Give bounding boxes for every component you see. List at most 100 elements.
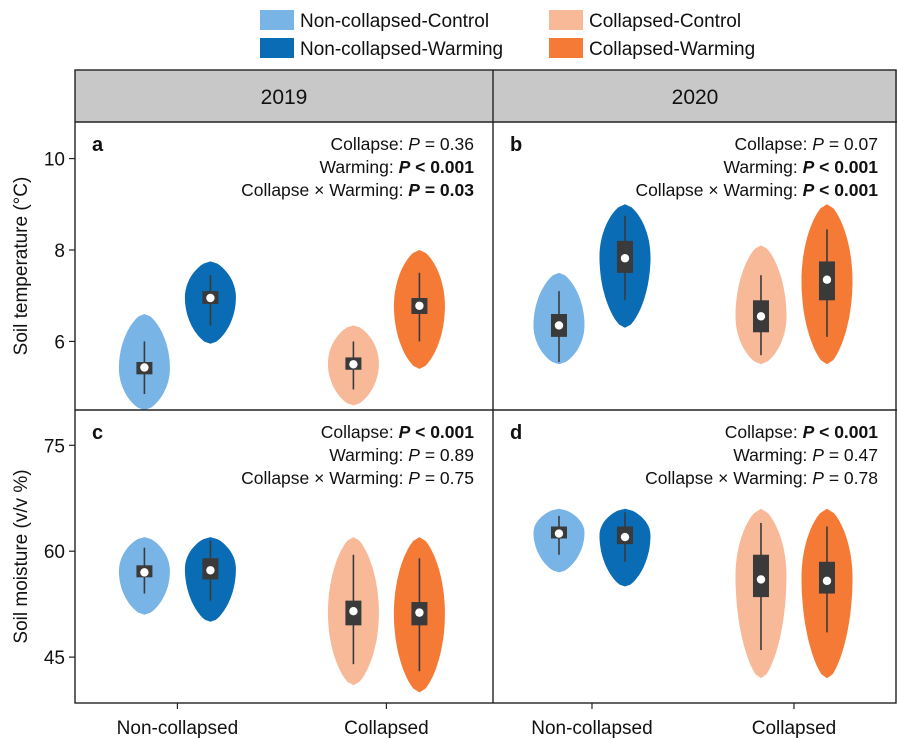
- stat-line: Collapse × Warming: P = 0.75: [241, 468, 474, 488]
- plot-frame: [74, 69, 897, 704]
- year-header-strip: 2019 2020: [75, 70, 897, 122]
- stat-factor: Warming:: [733, 445, 812, 465]
- stat-factor: Collapse × Warming:: [645, 468, 812, 488]
- stat-p-symbol: P: [803, 422, 815, 442]
- stat-value: < 0.001: [410, 157, 474, 177]
- x-tick-label: Collapsed: [752, 718, 837, 739]
- median-dot: [554, 529, 564, 538]
- stat-p-symbol: P: [812, 445, 824, 465]
- stat-p-symbol: P: [408, 445, 420, 465]
- median-dot: [415, 608, 424, 617]
- median-dot: [415, 301, 424, 310]
- stat-value: < 0.001: [814, 157, 878, 177]
- stat-line: Warming: P = 0.89: [329, 445, 474, 465]
- axes: 6 8 10 Soil temperature (°C) 45 60 75 Soil mois…: [11, 150, 836, 739]
- stat-line: Collapse: P < 0.001: [321, 422, 475, 442]
- stat-value: = 0.07: [824, 134, 878, 154]
- outer-border: [74, 69, 897, 704]
- median-dot: [349, 360, 358, 369]
- stat-value: = 0.75: [420, 468, 474, 488]
- y-tick-label: 6: [54, 332, 65, 353]
- stat-line: Collapse × Warming: P < 0.001: [635, 180, 878, 200]
- panel-letter: a: [92, 134, 104, 156]
- y-tick-label: 10: [44, 150, 65, 171]
- stat-p-symbol: P: [803, 180, 815, 200]
- stat-line: Collapse: P = 0.07: [734, 134, 878, 154]
- stat-p-symbol: P: [408, 180, 420, 200]
- stat-line: Collapse × Warming: P = 0.78: [645, 468, 878, 488]
- legend-swatch: [549, 38, 583, 58]
- legend-swatch: [260, 38, 294, 58]
- y-axis-label: Soil temperature (°C): [11, 177, 32, 356]
- stat-value: = 0.36: [420, 134, 474, 154]
- stat-line: Warming: P = 0.47: [733, 445, 878, 465]
- strip-background: [75, 70, 897, 122]
- y-tick-label: 45: [44, 648, 65, 669]
- stat-value: = 0.89: [420, 445, 474, 465]
- y-tick-label: 60: [44, 542, 65, 563]
- stat-line: Warming: P < 0.001: [319, 157, 474, 177]
- median-dot: [140, 363, 149, 372]
- stat-factor: Warming:: [723, 157, 802, 177]
- median-dot: [206, 566, 215, 575]
- stat-line: Warming: P < 0.001: [723, 157, 878, 177]
- x-tick-label: Non-collapsed: [531, 718, 652, 739]
- legend-swatch: [549, 10, 583, 30]
- stat-factor: Collapse:: [330, 134, 408, 154]
- stat-factor: Warming:: [329, 445, 408, 465]
- stat-value: = 0.47: [824, 445, 878, 465]
- median-dot: [349, 607, 358, 616]
- stat-p-symbol: P: [408, 134, 420, 154]
- median-dot: [140, 568, 149, 577]
- stat-line: Collapse: P = 0.36: [330, 134, 474, 154]
- stat-p-symbol: P: [399, 157, 411, 177]
- median-dot: [756, 575, 766, 584]
- stat-value: < 0.001: [814, 180, 878, 200]
- stat-factor: Collapse:: [321, 422, 399, 442]
- stat-p-symbol: P: [399, 422, 411, 442]
- panel-letter: c: [92, 422, 103, 444]
- median-dot: [620, 532, 630, 542]
- stat-value: = 0.78: [824, 468, 878, 488]
- stat-line: Collapse × Warming: P = 0.03: [241, 180, 474, 200]
- median-dot: [554, 321, 564, 330]
- stat-p-symbol: P: [803, 157, 815, 177]
- median-dot: [206, 293, 215, 303]
- stat-factor: Collapse:: [734, 134, 812, 154]
- legend-swatch: [260, 10, 294, 30]
- stat-p-symbol: P: [408, 468, 420, 488]
- median-dot: [620, 254, 630, 263]
- panel-letter: d: [510, 422, 522, 444]
- y-tick-label: 8: [54, 241, 65, 262]
- x-tick-label: Non-collapsed: [117, 718, 238, 739]
- median-dot: [822, 275, 832, 284]
- legend-label: Non-collapsed-Warming: [300, 39, 503, 60]
- legend: Non-collapsed-Control Non-collapsed-Warmi…: [260, 10, 755, 60]
- median-dot: [822, 576, 832, 586]
- legend-label: Non-collapsed-Control: [300, 11, 489, 32]
- stat-p-symbol: P: [812, 468, 824, 488]
- y-tick-label: 75: [44, 436, 65, 457]
- legend-label: Collapsed-Control: [589, 11, 741, 32]
- stat-line: Collapse: P < 0.001: [725, 422, 879, 442]
- legend-label: Collapsed-Warming: [589, 39, 755, 60]
- x-tick-label: Collapsed: [344, 718, 429, 739]
- stat-factor: Collapse × Warming:: [635, 180, 802, 200]
- stat-factor: Collapse:: [725, 422, 803, 442]
- stat-factor: Collapse × Warming:: [241, 180, 408, 200]
- median-dot: [756, 312, 766, 321]
- year-label: 2019: [261, 86, 308, 109]
- y-axis-label: Soil moisture (v/v %): [11, 469, 32, 643]
- stat-factor: Warming:: [319, 157, 398, 177]
- year-label: 2020: [672, 86, 719, 109]
- panel-letter: b: [510, 134, 522, 156]
- stat-p-symbol: P: [812, 134, 824, 154]
- stat-value: < 0.001: [410, 422, 474, 442]
- stat-value: < 0.001: [814, 422, 878, 442]
